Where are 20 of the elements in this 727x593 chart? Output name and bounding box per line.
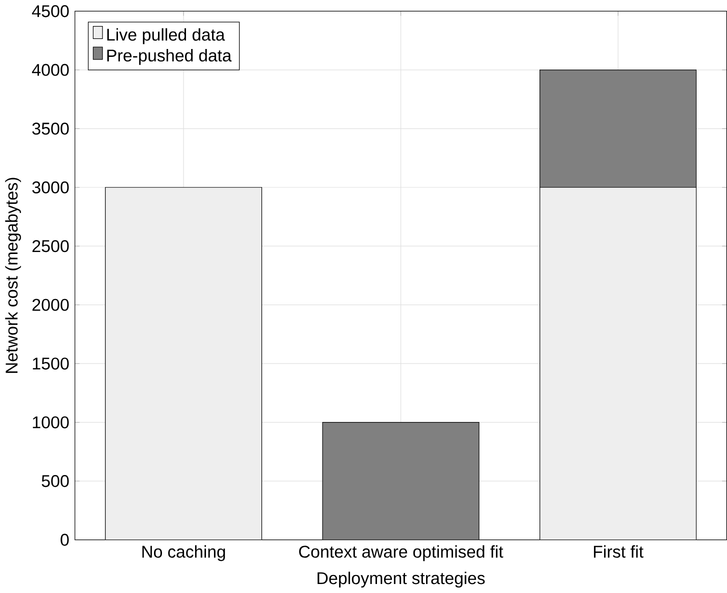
bar <box>540 70 697 188</box>
x-axis-title: Deployment strategies <box>318 572 485 588</box>
x-tick-label: Context aware optimised fit <box>299 545 504 562</box>
bar <box>322 422 480 540</box>
y-tick-label: 2000 <box>32 298 69 312</box>
y-tick-label: 1000 <box>32 416 69 428</box>
bar <box>105 187 262 540</box>
legend-label: Pre-pushed data <box>107 49 232 66</box>
y-tick-label: 2500 <box>32 240 69 252</box>
y-tick-label: 500 <box>42 475 69 488</box>
y-tick-label: 4500 <box>32 5 69 18</box>
legend-label: Live pulled data <box>107 28 225 44</box>
y-tick-label: 3500 <box>32 122 69 135</box>
y-axis-title: Network cost (megabytes) <box>5 178 21 373</box>
y-tick-label: 1500 <box>32 358 69 370</box>
x-tick-label: No caching <box>142 545 225 562</box>
y-tick-label: 3000 <box>32 182 69 194</box>
x-tick-label: First fit <box>594 545 644 558</box>
y-tick-label: 0 <box>60 534 69 546</box>
y-tick-label: 4000 <box>32 64 69 76</box>
